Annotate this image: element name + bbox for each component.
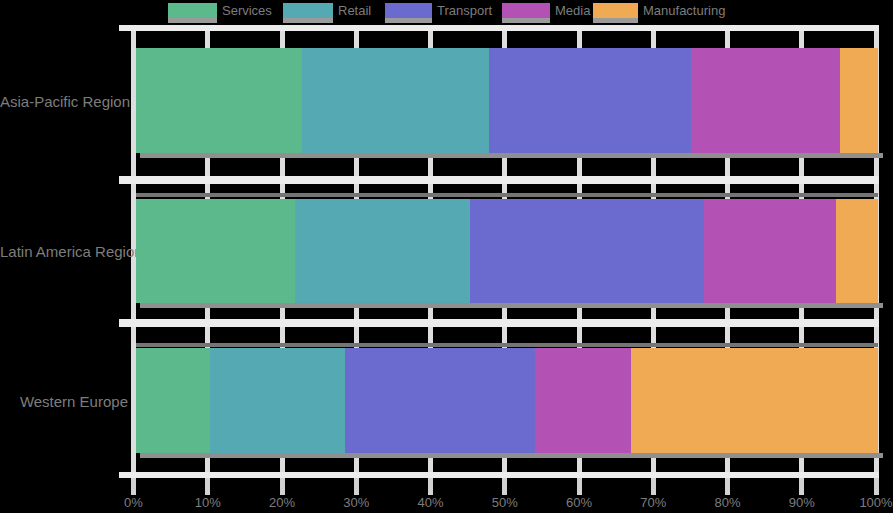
stacked-bar-chart: Services Retail Transport Media Manufacturin…	[0, 0, 893, 513]
plot-top-frame	[119, 25, 879, 31]
x-tick-mark-10	[874, 478, 879, 495]
bar-segment-0-1	[302, 48, 489, 153]
bar-row-1	[136, 199, 879, 303]
x-tick-mark-3	[354, 478, 359, 495]
bar-segment-0-4	[840, 48, 879, 153]
x-tick-mark-8	[725, 478, 730, 495]
x-tick-label-0: 0%	[124, 495, 143, 510]
x-tick-mark-4	[428, 478, 433, 495]
x-tick-label-7: 70%	[640, 495, 666, 510]
x-tick-label-1: 10%	[195, 495, 221, 510]
row-separator-2-shadow	[136, 343, 878, 347]
row-separator-1	[119, 176, 879, 184]
bar-shadow-1	[140, 303, 883, 308]
legend-label-3: Media	[555, 2, 590, 19]
bar-segment-0-3	[691, 48, 840, 153]
x-tick-label-6: 60%	[566, 495, 592, 510]
bar-segment-2-2	[345, 348, 535, 453]
bar-row-0	[136, 48, 879, 153]
legend-label-0: Services	[222, 2, 272, 19]
bar-shadow-0	[140, 153, 883, 158]
x-tick-mark-7	[651, 478, 656, 495]
legend-swatch-2	[385, 3, 432, 18]
legend-swatch-shadow-1	[283, 18, 333, 23]
x-tick-label-8: 80%	[714, 495, 740, 510]
plot-bottom-frame	[119, 472, 879, 478]
bar-segment-1-3	[704, 199, 836, 303]
legend-label-2: Transport	[437, 2, 492, 19]
y-axis-label-2: Western Europe	[0, 392, 128, 409]
legend-swatch-shadow-4	[593, 18, 638, 23]
legend-swatch-4	[593, 3, 638, 18]
bar-segment-2-1	[210, 348, 344, 453]
x-tick-label-9: 90%	[789, 495, 815, 510]
bar-segment-2-4	[631, 348, 879, 453]
x-tick-mark-9	[799, 478, 804, 495]
x-tick-mark-1	[205, 478, 210, 495]
x-tick-label-5: 50%	[492, 495, 518, 510]
bar-segment-0-2	[489, 48, 690, 153]
bar-segment-2-3	[535, 348, 631, 453]
bar-segment-1-4	[836, 199, 878, 303]
legend-label-4: Manufacturing	[643, 2, 725, 19]
bar-segment-1-0	[136, 199, 295, 303]
bar-shadow-2	[140, 453, 883, 458]
legend-label-1: Retail	[338, 2, 371, 19]
x-tick-label-4: 40%	[417, 495, 443, 510]
bar-segment-2-0	[136, 348, 210, 453]
legend-swatch-0	[168, 3, 217, 18]
x-tick-mark-5	[502, 478, 507, 495]
bar-segment-1-1	[295, 199, 470, 303]
row-separator-2	[119, 319, 879, 327]
x-tick-mark-2	[280, 478, 285, 495]
bar-segment-0-0	[136, 48, 302, 153]
bar-segment-1-2	[470, 199, 704, 303]
x-tick-label-10: 100%	[859, 495, 892, 510]
y-axis-label-0: Asia-Pacific Region	[0, 92, 128, 109]
legend-swatch-1	[283, 3, 333, 18]
row-separator-1-shadow	[136, 193, 878, 197]
legend-swatch-shadow-3	[502, 18, 550, 23]
x-tick-mark-6	[577, 478, 582, 495]
x-tick-label-2: 20%	[269, 495, 295, 510]
y-axis-label-1: Latin America Region	[0, 243, 128, 260]
x-tick-mark-0	[131, 478, 136, 495]
legend-swatch-shadow-2	[385, 18, 432, 23]
legend-swatch-shadow-0	[168, 18, 217, 23]
x-tick-label-3: 30%	[343, 495, 369, 510]
legend-swatch-3	[502, 3, 550, 18]
bar-row-2	[136, 348, 879, 453]
